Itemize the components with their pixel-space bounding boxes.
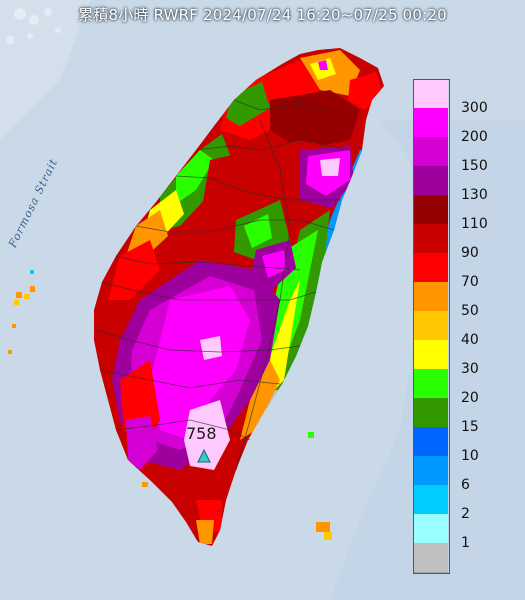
- legend-swatch: [414, 456, 448, 486]
- color-legend: 300 200 150 130 110 90 70 50 40 30 20 15 10 6 2 1: [413, 79, 513, 574]
- legend-label: 30: [461, 360, 479, 377]
- legend-label: 200: [461, 128, 488, 145]
- legend-row: 150: [413, 137, 513, 174]
- legend-row: 30: [413, 340, 513, 377]
- legend-label: 150: [461, 157, 488, 174]
- legend-label: 70: [461, 273, 479, 290]
- legend-row: 10: [413, 427, 513, 464]
- legend-swatch: [414, 485, 448, 515]
- legend-swatch: [414, 195, 448, 225]
- max-rainfall-value: 758: [186, 424, 217, 443]
- legend-label: 110: [461, 215, 488, 232]
- legend-swatch: [414, 369, 448, 399]
- legend-row: 2: [413, 485, 513, 522]
- legend-row: 6: [413, 456, 513, 493]
- county-boundaries: [95, 99, 351, 471]
- legend-label: 10: [461, 447, 479, 464]
- legend-swatch: [414, 543, 448, 573]
- legend-swatch: [414, 166, 448, 196]
- legend-swatch: [414, 340, 448, 370]
- legend-label: 50: [461, 302, 479, 319]
- legend-row: 40: [413, 311, 513, 348]
- legend-label: 90: [461, 244, 479, 261]
- legend-label: 300: [461, 99, 488, 116]
- legend-row: 300: [413, 79, 513, 116]
- legend-row: [413, 543, 513, 573]
- max-rainfall-marker: [197, 448, 211, 463]
- legend-swatch: [414, 514, 448, 544]
- cloud-scatter: [6, 8, 61, 44]
- legend-swatch: [414, 427, 448, 457]
- map-title: 累積8小時 RWRF 2024/07/24 16:20~07/25 00:20: [78, 6, 447, 24]
- legend-swatch: [414, 108, 448, 138]
- legend-row: 90: [413, 224, 513, 261]
- legend-row: 1: [413, 514, 513, 551]
- legend-row: 20: [413, 369, 513, 406]
- legend-row: 130: [413, 166, 513, 203]
- legend-label: 6: [461, 476, 470, 493]
- sea-texture: [0, 0, 90, 140]
- legend-swatch: [414, 311, 448, 341]
- legend-row: 50: [413, 282, 513, 319]
- legend-label: 130: [461, 186, 488, 203]
- legend-swatch: [414, 282, 448, 312]
- legend-swatch: [414, 253, 448, 283]
- legend-row: 70: [413, 253, 513, 290]
- legend-swatch: [414, 137, 448, 167]
- legend-row: 200: [413, 108, 513, 145]
- legend-label: 1: [461, 534, 470, 551]
- legend-label: 40: [461, 331, 479, 348]
- legend-swatch: [414, 79, 448, 109]
- legend-swatch: [414, 398, 448, 428]
- legend-label: 2: [461, 505, 470, 522]
- legend-label: 15: [461, 418, 479, 435]
- offshore-rain-cells: [8, 270, 332, 540]
- legend-row: 110: [413, 195, 513, 232]
- legend-swatch: [414, 224, 448, 254]
- legend-label: 20: [461, 389, 479, 406]
- legend-row: 15: [413, 398, 513, 435]
